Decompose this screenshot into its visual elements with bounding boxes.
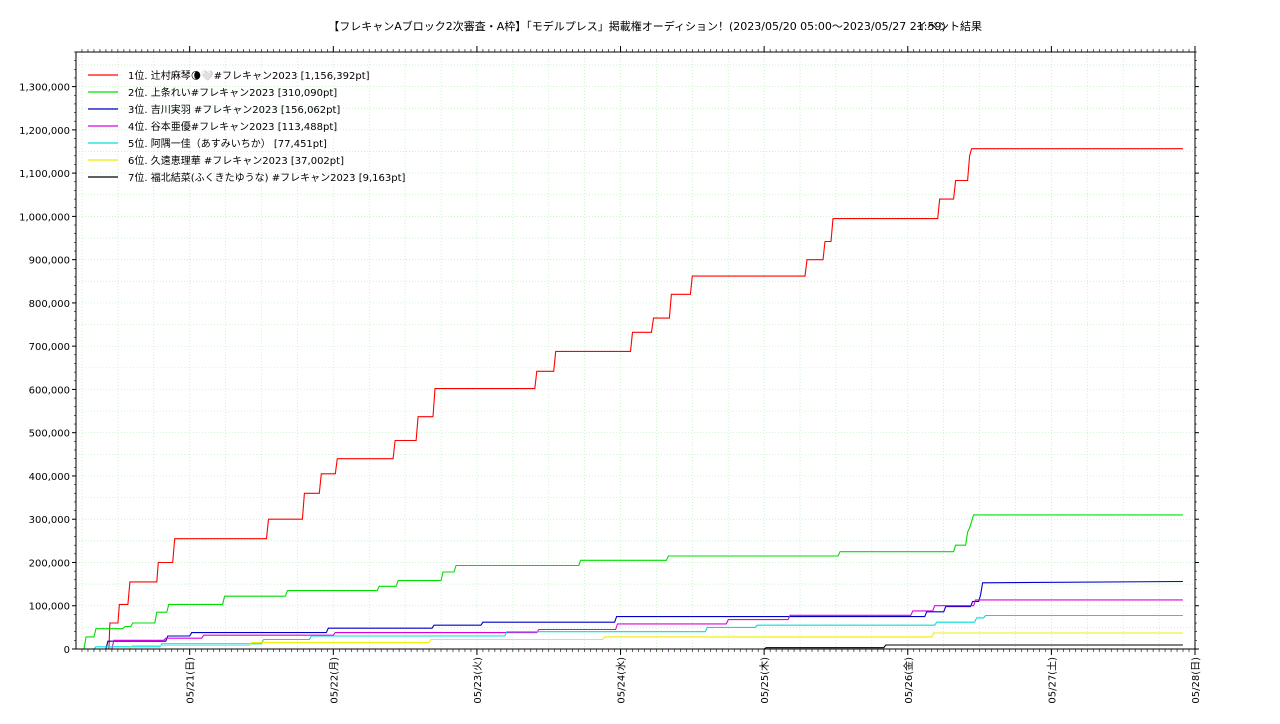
x-tick-label: 05/26(金) — [902, 657, 915, 704]
x-tick-label: 05/23(火) — [472, 657, 484, 704]
legend: 1位. 辻村麻琴🌘🤍#フレキャン2023 [1,156,392pt] 2位. 上条… — [88, 69, 406, 184]
series-line-3 — [105, 580, 1183, 650]
y-tick-label: 200,000 — [29, 558, 70, 569]
y-tick-label: 1,100,000 — [19, 169, 70, 180]
series-line-5 — [93, 614, 1183, 650]
series-line-4 — [111, 599, 1183, 650]
x-tick-label: 05/25(木) — [759, 657, 771, 704]
y-tick-label: 600,000 — [29, 385, 70, 396]
series-line-1 — [108, 148, 1183, 650]
x-tick-label: 05/28(日) — [1191, 657, 1202, 704]
series-lines — [76, 148, 1183, 650]
legend-label-4: 4位. 谷本亜優#フレキャン2023 [113,488pt] — [128, 120, 337, 133]
grid — [76, 52, 1196, 650]
axis-ticks: 0 100,000 200,000 300,000 400,000 500,000 600,… — [19, 46, 1202, 704]
y-tick-label: 100,000 — [29, 602, 70, 613]
y-tick-label: 700,000 — [29, 342, 70, 353]
y-tick-label: 500,000 — [29, 429, 70, 440]
series-line-7 — [76, 644, 1183, 650]
legend-label-1: 1位. 辻村麻琴🌘🤍#フレキャン2023 [1,156,392pt] — [128, 69, 370, 82]
y-tick-label: 1,000,000 — [19, 212, 70, 223]
y-tick-label: 0 — [64, 645, 70, 656]
legend-label-3: 3位. 吉川実羽 #フレキャン2023 [156,062pt] — [128, 103, 340, 116]
legend-label-7: 7位. 福北結菜(ふくきたゆうな) #フレキャン2023 [9,163pt] — [128, 171, 406, 184]
y-tick-label: 300,000 — [29, 515, 70, 526]
y-tick-label: 1,200,000 — [19, 126, 70, 137]
chart-title: 【フレキャンAブロック2次審査・A枠】「モデルプレス」掲載権オーディション！(2… — [328, 19, 946, 33]
x-tick-label: 05/27(土) — [1045, 657, 1058, 704]
x-tick-label: 05/24(水) — [616, 657, 628, 704]
chart-subtitle: イベント結果 — [916, 19, 982, 33]
x-tick-label: 05/22(月) — [328, 657, 340, 704]
legend-label-2: 2位. 上条れい#フレキャン2023 [310,090pt] — [128, 86, 337, 99]
legend-label-5: 5位. 阿隅一佳（あすみいちか） [77,451pt] — [128, 137, 327, 150]
legend-label-6: 6位. 久遠恵理華 #フレキャン2023 [37,002pt] — [128, 154, 344, 167]
series-line-2 — [83, 514, 1183, 650]
x-tick-label: 05/21(日) — [186, 657, 197, 704]
y-tick-label: 800,000 — [29, 299, 70, 310]
y-tick-label: 900,000 — [29, 256, 70, 267]
series-line-6 — [76, 632, 1183, 650]
y-tick-label: 1,300,000 — [19, 83, 70, 94]
y-tick-label: 400,000 — [29, 472, 70, 483]
